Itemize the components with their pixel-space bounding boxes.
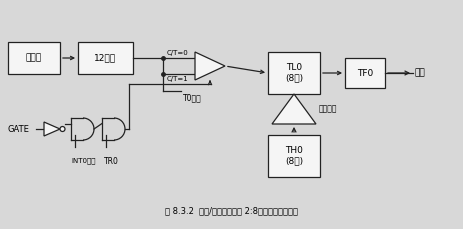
Polygon shape xyxy=(271,94,315,124)
Text: 振荡器: 振荡器 xyxy=(26,54,42,63)
Text: T0引脚: T0引脚 xyxy=(182,93,201,102)
Bar xyxy=(268,135,319,177)
Text: C/T=1: C/T=1 xyxy=(167,76,188,82)
Text: 12分频: 12分频 xyxy=(94,54,116,63)
Bar xyxy=(268,52,319,94)
Text: TH0
(8位): TH0 (8位) xyxy=(284,146,302,166)
Polygon shape xyxy=(44,122,60,136)
Circle shape xyxy=(60,126,65,131)
Text: 重新装入: 重新装入 xyxy=(319,104,337,114)
Text: TR0: TR0 xyxy=(104,157,119,166)
Bar xyxy=(344,58,384,88)
Bar xyxy=(78,42,133,74)
Text: 中断: 中断 xyxy=(414,68,425,77)
Text: C/T=0: C/T=0 xyxy=(167,50,188,56)
Text: INT0引脚: INT0引脚 xyxy=(71,157,95,164)
Bar xyxy=(8,42,60,74)
Text: TL0
(8位): TL0 (8位) xyxy=(284,63,302,83)
Text: 图 8.3.2  定时/计数器的模式 2:8位自动重装载模式: 图 8.3.2 定时/计数器的模式 2:8位自动重装载模式 xyxy=(165,207,298,215)
Text: GATE: GATE xyxy=(8,125,30,134)
Text: TF0: TF0 xyxy=(356,68,372,77)
Polygon shape xyxy=(194,52,225,80)
